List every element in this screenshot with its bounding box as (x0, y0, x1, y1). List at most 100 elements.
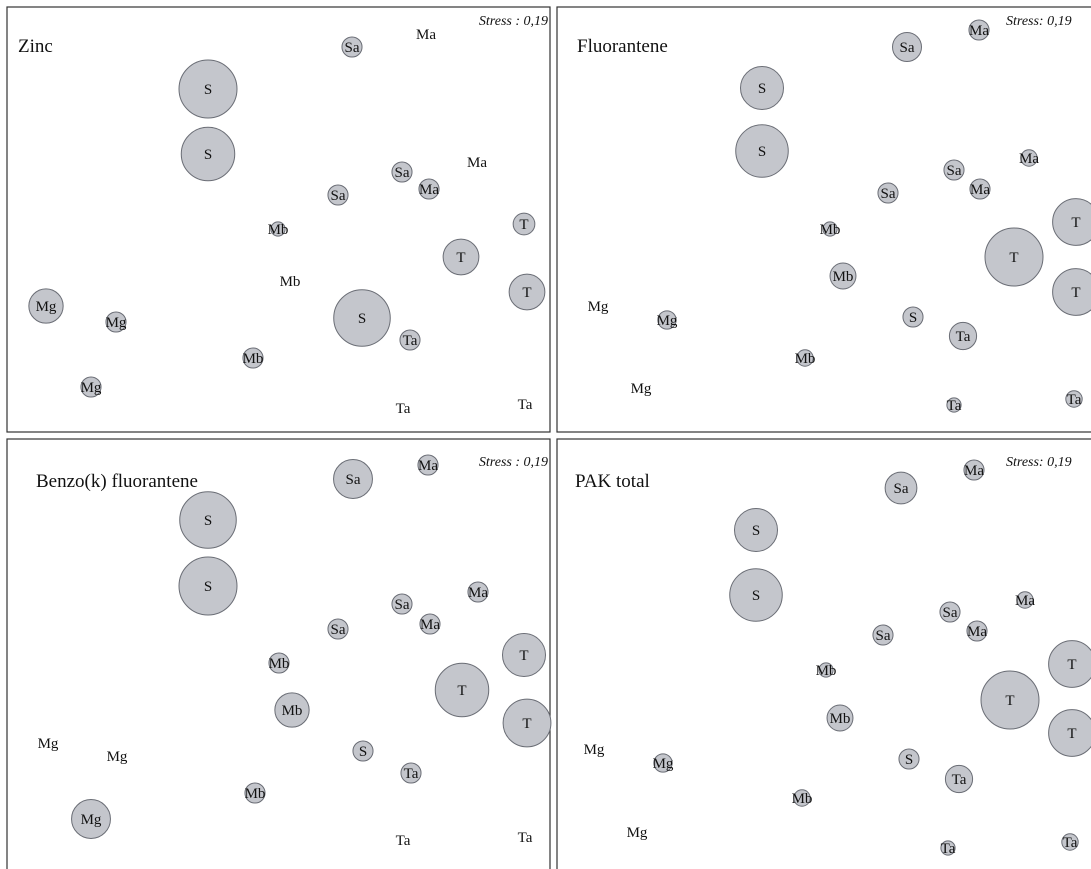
bubble-marker (1052, 198, 1091, 246)
point-label: T (1009, 250, 1018, 266)
panel-zinc: Sa Ma S S Ma Sa Ma Sa Mb T T Mb T Mg Mg S Ta Mb Mg Ta Ta Zin… (6, 6, 551, 433)
point-label: Mg (106, 315, 127, 331)
point-label: Sa (331, 188, 346, 204)
panel-frame (556, 6, 1091, 433)
point-label: Ma (467, 155, 487, 171)
bubble-marker (71, 799, 111, 839)
point-label: T (522, 716, 531, 732)
bubble-marker (418, 178, 440, 200)
bubble-marker (735, 124, 789, 178)
bubble-marker (333, 289, 391, 347)
bubble-layer: Sa Ma S S Ma Sa Ma Sa Mb T T Mb T Mg Mg S Ta Mb Mg Ta Ta (588, 19, 1091, 414)
bubble-marker (327, 618, 349, 640)
point-label: Mg (584, 742, 605, 758)
bubble-marker (242, 347, 264, 369)
bubble-marker (391, 593, 413, 615)
bubble-marker (898, 748, 920, 770)
point-label: Mb (268, 222, 289, 238)
point-label: Ta (518, 830, 533, 846)
point-label: Sa (947, 163, 962, 179)
point-label: T (1067, 657, 1076, 673)
bubble-marker (984, 227, 1044, 287)
bubble-marker (1048, 709, 1091, 757)
bubble-marker (939, 601, 961, 623)
point-label: Mb (820, 222, 841, 238)
bubble-marker (1016, 591, 1034, 609)
point-label: T (519, 648, 528, 664)
point-label: Sa (346, 472, 361, 488)
point-label: Ma (418, 458, 438, 474)
point-label: Mg (81, 380, 102, 396)
bubble-marker (1048, 640, 1091, 688)
point-label: S (204, 147, 212, 163)
stress-value: Stress : 0,19 (479, 455, 548, 470)
point-label: Mb (816, 663, 837, 679)
bubble-marker (274, 692, 310, 728)
point-label: S (758, 81, 766, 97)
point-label: Ta (396, 401, 411, 417)
point-label: Sa (395, 597, 410, 613)
bubble-marker (268, 652, 290, 674)
bubble-marker (270, 221, 286, 237)
bubble-marker (502, 698, 552, 748)
bubble-marker (1065, 390, 1083, 408)
bubble-marker (796, 349, 814, 367)
bubble-marker (179, 491, 237, 549)
stress-value: Stress: 0,19 (1006, 455, 1072, 470)
bubble-marker (902, 306, 924, 328)
point-label: Sa (881, 186, 896, 202)
bubble-marker (399, 329, 421, 351)
bubble-marker (733, 507, 779, 553)
bubble-marker (943, 159, 965, 181)
point-label: Sa (876, 628, 891, 644)
panel-benzo-k-fluorantene: Sa Ma S S Ma Sa Ma Sa Mb T T Mb T Mg Mg S Ta Mb Mg Ta Ta Ben… (6, 438, 552, 869)
bubble-marker (512, 212, 536, 236)
panel-title: Zinc (18, 36, 53, 57)
point-label: Mb (269, 656, 290, 672)
bubble-marker (80, 376, 102, 398)
point-label: Ta (403, 333, 418, 349)
point-label: S (905, 752, 913, 768)
bubble-marker (822, 221, 838, 237)
point-label: S (758, 144, 766, 160)
bubble-marker (508, 273, 546, 311)
point-label: Ta (956, 329, 971, 345)
point-label: Mg (36, 299, 57, 315)
point-label: Mb (243, 351, 264, 367)
point-label: S (204, 579, 212, 595)
point-label: Ma (964, 463, 984, 479)
point-label: T (1067, 726, 1076, 742)
bubble-layer: Sa Ma S S Ma Sa Ma Sa Mb T T Mb T Mg Mg S Ta Mb Mg Ta Ta (584, 459, 1091, 857)
bubble-marker (653, 753, 673, 773)
panel-frame (556, 438, 1091, 869)
bubble-marker (1061, 833, 1079, 851)
bubble-marker (419, 613, 441, 635)
bubble-marker (1020, 149, 1038, 167)
point-label: Ta (1063, 835, 1078, 851)
point-label: Ma (419, 182, 439, 198)
point-label: Mg (107, 749, 128, 765)
bubble-marker (968, 19, 990, 41)
point-label: Ta (1067, 392, 1082, 408)
bubble-marker (793, 789, 811, 807)
point-label: Mb (792, 791, 813, 807)
bubble-marker (829, 262, 857, 290)
point-label: Ma (969, 23, 989, 39)
bubble-marker (501, 632, 547, 678)
bubble-marker (877, 182, 899, 204)
bubble-marker (657, 310, 677, 330)
point-label: S (752, 523, 760, 539)
bubble-marker (940, 840, 956, 856)
bubble-marker (963, 459, 985, 481)
point-label: Sa (345, 40, 360, 56)
point-label: Ma (420, 617, 440, 633)
panel-title: Benzo(k) fluorantene (36, 471, 198, 492)
bubble-marker (442, 238, 480, 276)
point-label: Ma (967, 624, 987, 640)
point-label: Mb (280, 274, 301, 290)
bubble-marker (327, 184, 349, 206)
point-label: S (752, 588, 760, 604)
bubble-marker (826, 704, 854, 732)
bubble-marker (244, 782, 266, 804)
